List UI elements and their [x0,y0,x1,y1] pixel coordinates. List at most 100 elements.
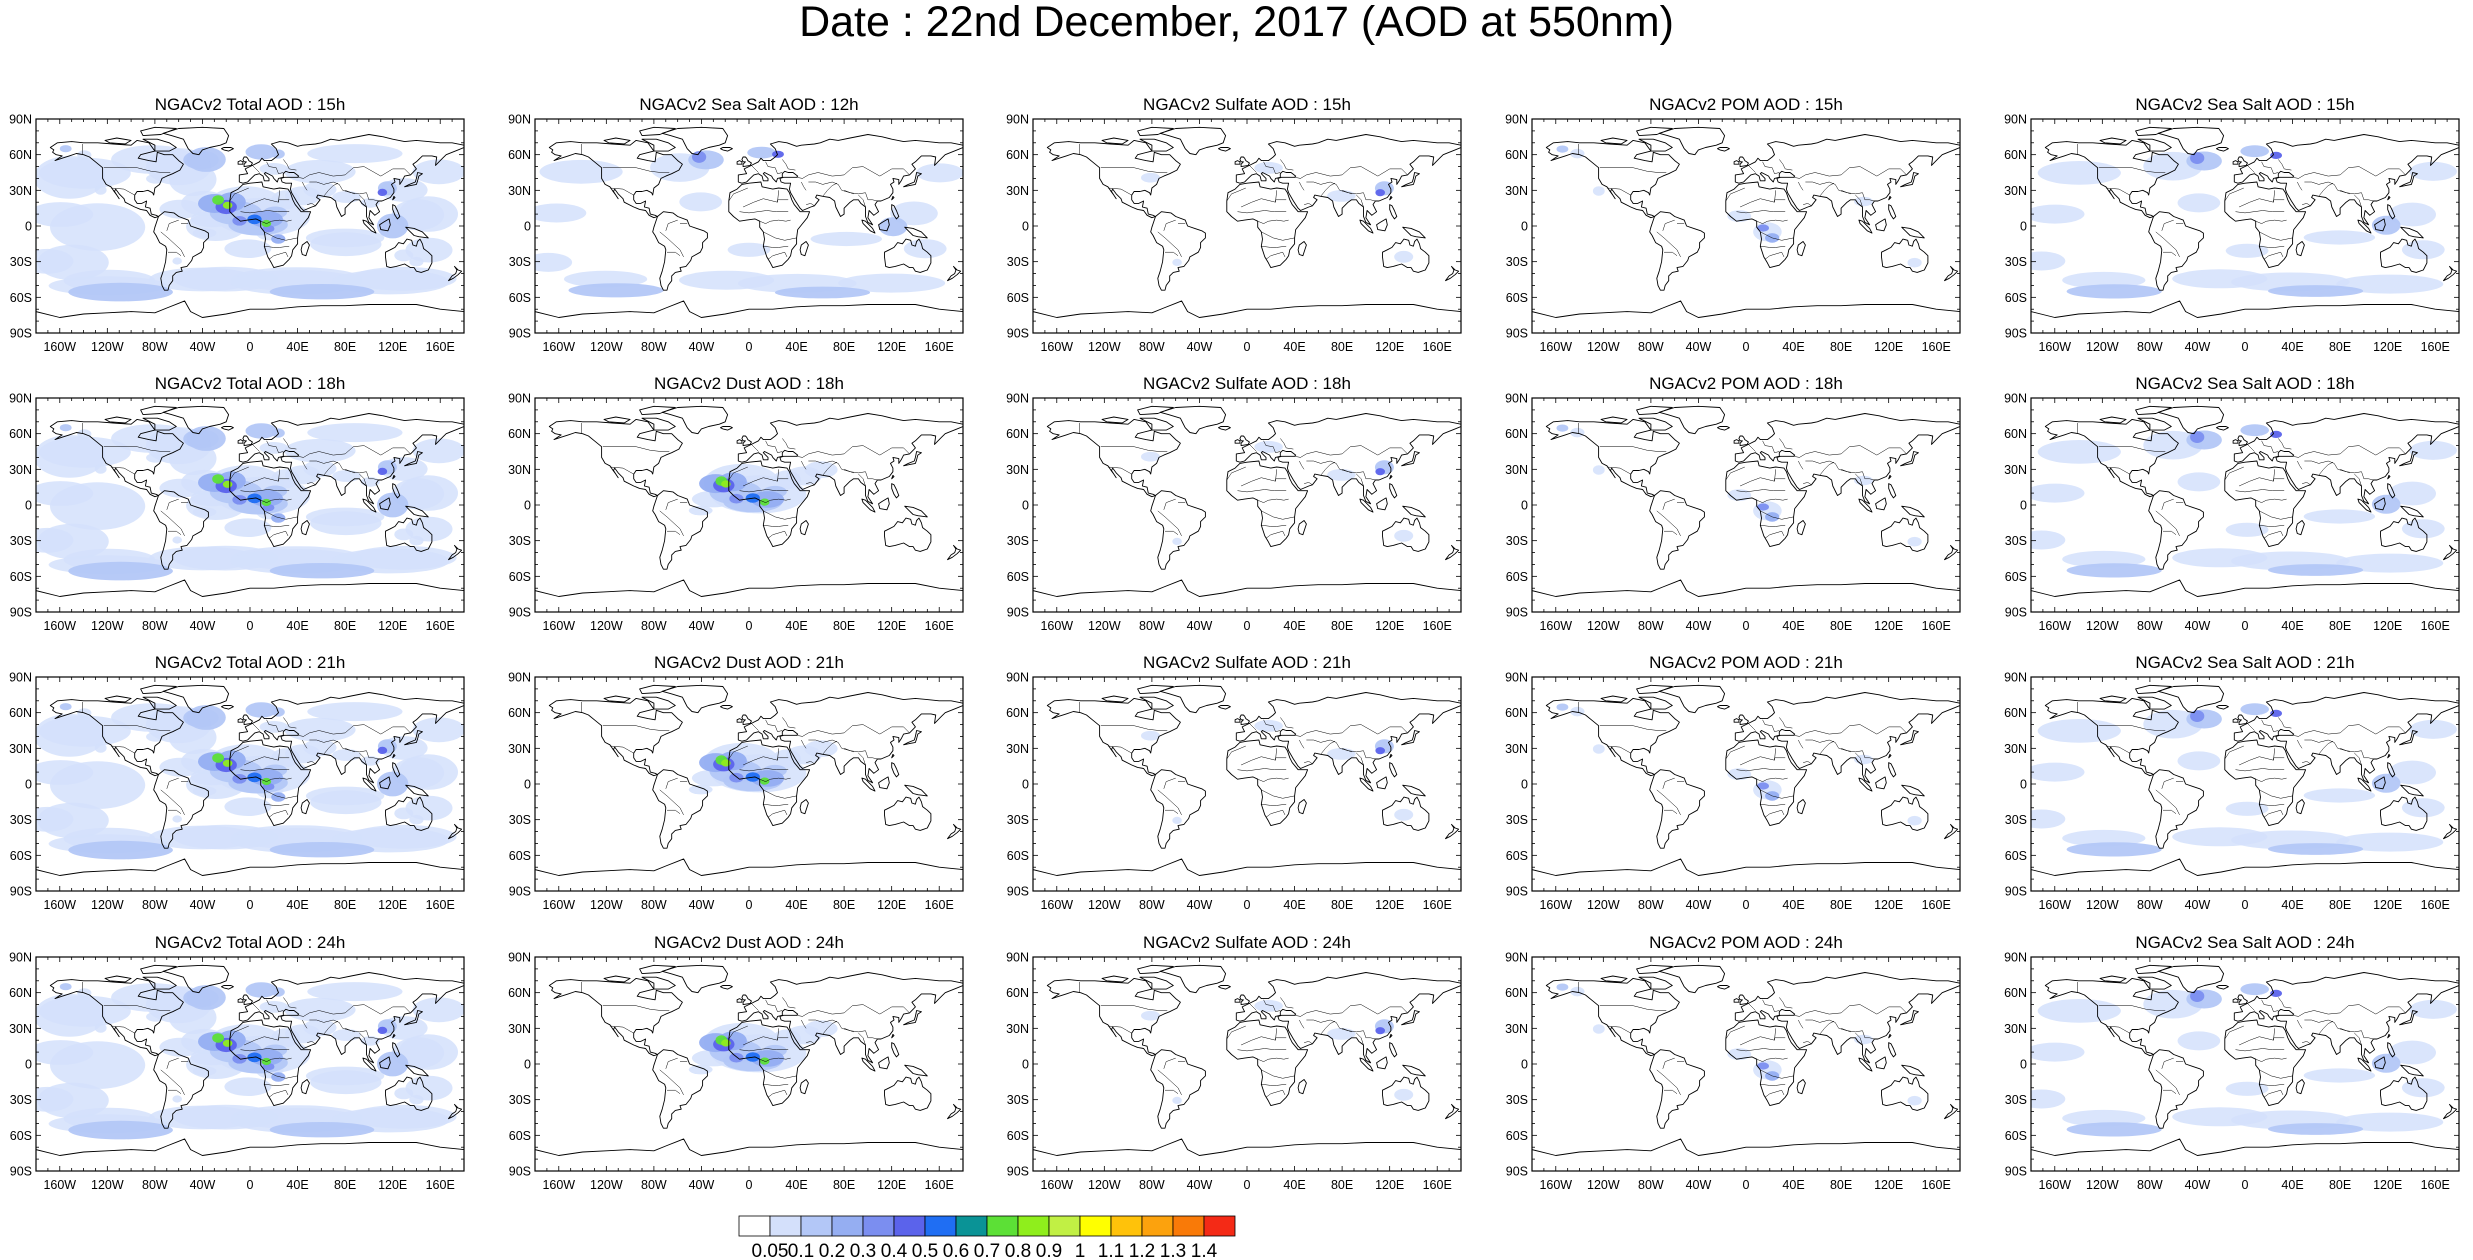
aod-blob [916,163,963,183]
coastline-uk [741,714,752,726]
lon-tick-label: 80E [334,1178,356,1192]
aod-blob [146,174,166,184]
border-line [759,1057,791,1062]
lon-tick-label: 80W [1139,898,1165,912]
coastline-japan [903,172,922,188]
map-background [1033,957,1461,1171]
coastline-baffin [1638,696,1673,710]
aod-blob [68,561,173,581]
coastline-greenland [162,684,230,714]
border-line [782,717,796,729]
lon-tick-label: 120W [1587,898,1620,912]
coastline-nz [947,544,962,561]
border-line [759,777,791,782]
coastline-madagascar [1796,799,1806,815]
coastline-taiwan [891,1033,895,1039]
coastline-victoria [603,695,631,703]
coastline-nz [1445,544,1460,561]
coastlines [1532,126,1960,318]
map-panel-r3-c4: NGACv2 POM AOD : 21h90N60N30N030S60S90S1… [1505,653,1961,912]
border-line [609,1025,634,1034]
border-line [767,251,788,260]
coastlines [1532,405,1960,597]
coastline-madagascar [2295,799,2305,815]
aod-blob [94,464,107,474]
map-background [1532,677,1960,891]
lon-tick-label: 160E [925,1178,954,1192]
coastline-greenland [162,964,230,994]
aod-blob [1375,189,1385,197]
lon-tick-label: 80E [2329,340,2351,354]
coastline-ireland [237,718,244,723]
border-line [782,997,796,1009]
panel-title: NGACv2 POM AOD : 15h [1649,95,1843,114]
coastline-eurasia [1734,134,1960,226]
border-line [751,444,759,452]
coastline-iceland [221,147,234,152]
coastline-nz [2443,265,2458,282]
border-line [1764,809,1785,818]
border-line [844,1028,854,1033]
aod-blob [1907,815,1922,826]
colorbar-swatch [1017,1215,1050,1237]
border-line [1774,1037,1786,1041]
aod-blob [535,252,573,272]
lat-tick-label: 0 [2020,1058,2027,1072]
aod-blob [284,717,356,742]
colorbar-swatch [1079,1215,1112,1237]
lon-tick-label: 40W [1686,619,1712,633]
lon-tick-label: 120W [91,340,124,354]
lon-tick-label: 80W [142,898,168,912]
coastline-iceland [1717,426,1730,431]
lat-tick-label: 60S [509,1129,531,1143]
border-line [307,203,316,207]
border-line [1163,219,1176,231]
border-line [844,190,854,195]
colorbar-label: 0.7 [974,1241,1000,1260]
lat-tick-label: 90S [2005,327,2027,341]
coastline-ireland [736,160,743,165]
border-line [2161,777,2174,789]
coastline-uk [242,435,253,447]
lat-tick-label: 0 [524,778,531,792]
coastline-baffin [142,976,177,990]
coastline-philippines [1389,483,1398,499]
border-line [2259,789,2293,799]
border-line [1237,489,1287,493]
coastlines [1532,964,1960,1156]
coastline-ellesmere [1636,964,1673,975]
lat-tick-label: 60S [1506,1129,1528,1143]
border-line [1664,809,1678,814]
border-line [1798,181,1804,191]
border-line [1764,251,1785,260]
border-line [1774,757,1786,761]
aod-blob [2177,193,2221,213]
lat-tick-label: 60S [2005,570,2027,584]
border-line [728,1025,748,1040]
coastline-japan [1401,451,1420,467]
coastline-samerica [652,769,708,849]
aod-blob [303,739,337,756]
border-line [2163,1089,2177,1094]
border-line [1779,997,1793,1009]
coastline-iceland [221,705,234,710]
coastline-japan [2399,172,2418,188]
border-line [2273,199,2285,203]
border-line [1261,524,1287,527]
border-line [1356,473,1364,487]
aod-blob [2066,1122,2162,1137]
coastline-japan [1900,172,1919,188]
coastlines [36,684,464,876]
coastline-taiwan [2387,1033,2391,1039]
border-line [1774,478,1786,482]
border-line [1760,1069,1794,1079]
aod-blob [688,505,713,516]
lat-tick-label: 30S [10,1093,32,1107]
lon-tick-label: 80E [1830,898,1852,912]
lat-tick-label: 30N [1505,184,1528,198]
map-panel-r1-c5: NGACv2 Sea Salt AOD : 15h90N60N30N030S60… [2004,95,2460,354]
coastline-namerica [1545,418,1680,498]
lon-tick-label: 80W [641,340,667,354]
coastline-baffin [1638,138,1673,152]
lon-tick-label: 120W [2086,898,2119,912]
